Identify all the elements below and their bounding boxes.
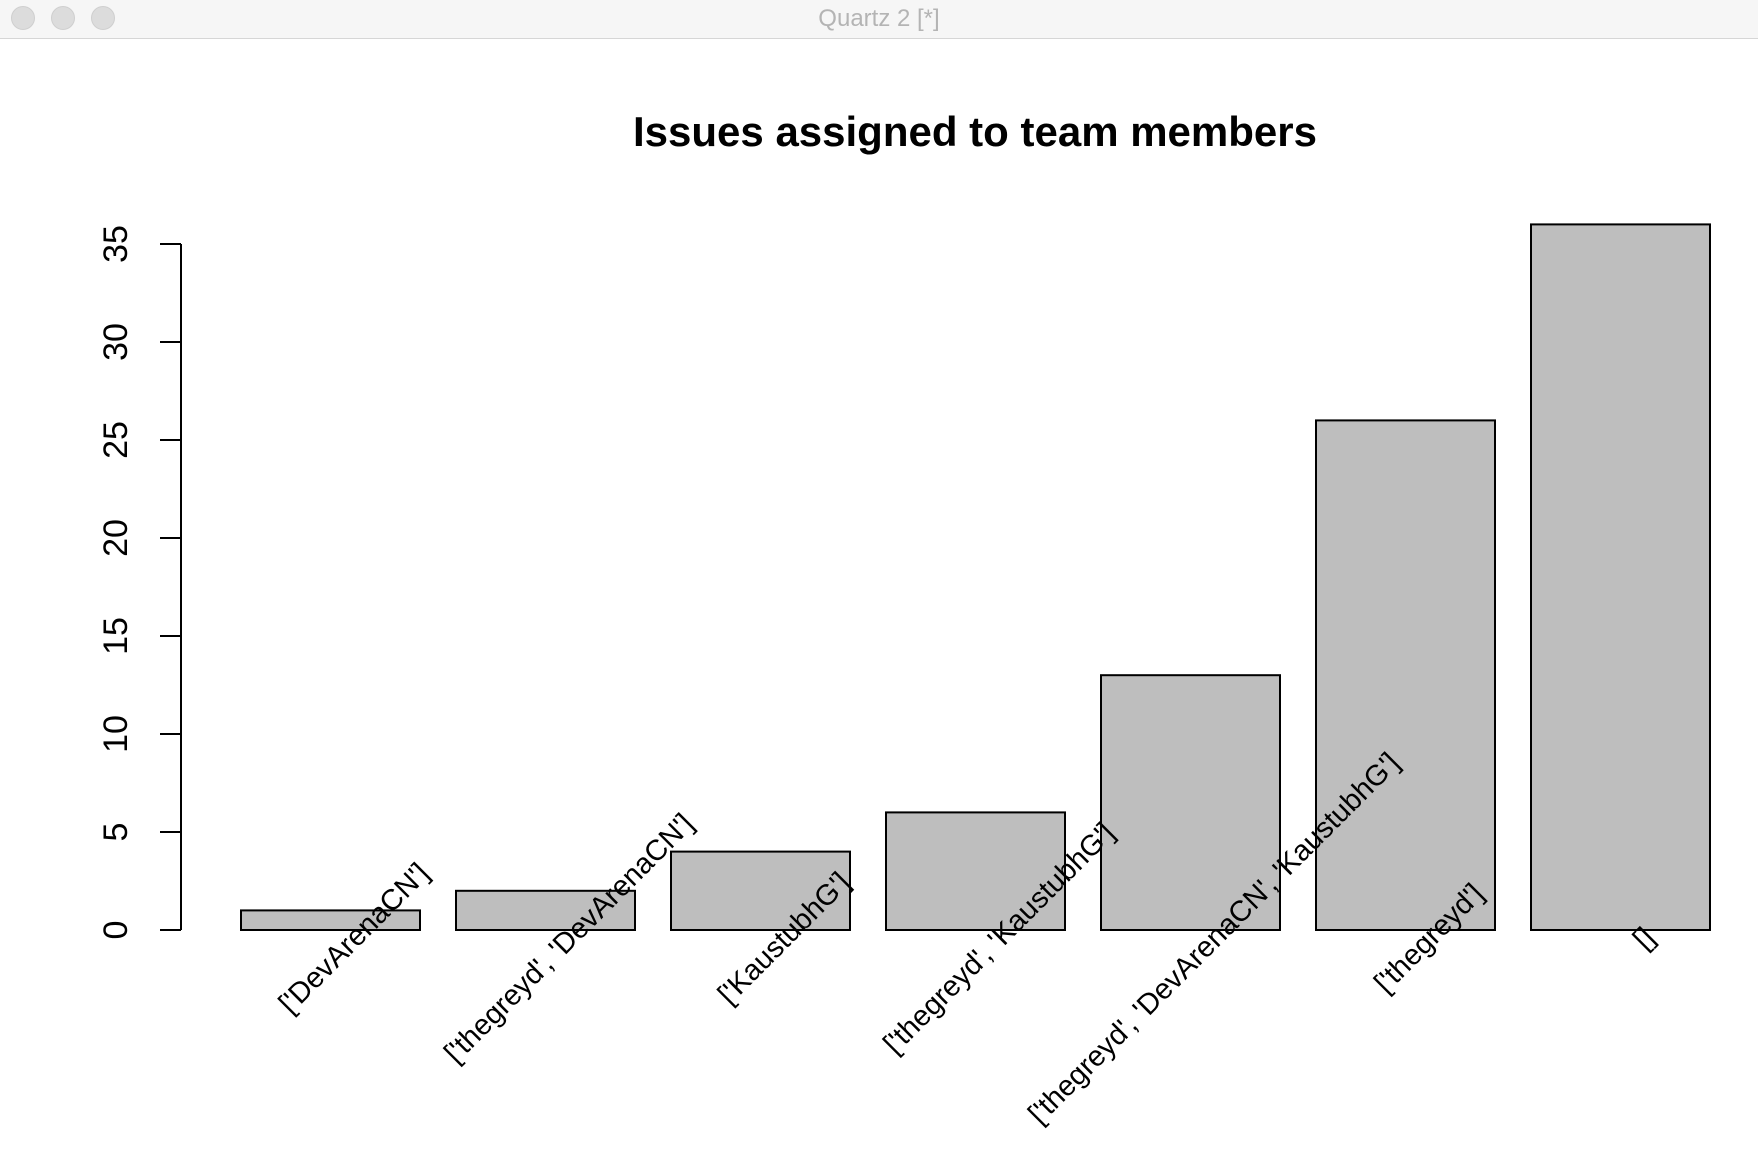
window-title: Quartz 2 [*] xyxy=(818,5,940,32)
minimize-window-button[interactable] xyxy=(51,6,75,30)
y-axis: 0 5 10 15 20 25 30 35 xyxy=(97,225,182,940)
y-tick-label: 30 xyxy=(97,323,135,361)
bars xyxy=(240,223,1711,932)
close-window-button[interactable] xyxy=(11,6,35,30)
y-tick-label: 10 xyxy=(97,715,135,753)
window-titlebar: Quartz 2 [*] xyxy=(0,0,1758,39)
bar xyxy=(1530,223,1711,931)
bar xyxy=(885,811,1066,932)
zoom-window-button[interactable] xyxy=(91,6,115,30)
y-tick-label: 5 xyxy=(97,823,135,842)
bar xyxy=(240,909,421,932)
bar xyxy=(1100,674,1281,932)
y-tick-label: 20 xyxy=(97,519,135,557)
y-tick-label: 0 xyxy=(97,921,135,940)
bar xyxy=(455,889,636,931)
bar xyxy=(1315,419,1496,931)
chart-title: Issues assigned to team members xyxy=(633,108,1317,155)
bar-chart: Issues assigned to team members 0 5 10 15 20… xyxy=(97,108,1711,1130)
x-tick-label: ['DevArenaCN'] xyxy=(273,857,436,1020)
bar xyxy=(670,850,851,931)
plot-area: Issues assigned to team members 0 5 10 15 20… xyxy=(0,39,1758,1164)
y-tick-label: 25 xyxy=(97,421,135,459)
y-tick-label: 15 xyxy=(97,617,135,655)
y-tick-label: 35 xyxy=(97,225,135,263)
x-tick-label: ['thegreyd', 'DevArenaCN'] xyxy=(438,808,700,1070)
